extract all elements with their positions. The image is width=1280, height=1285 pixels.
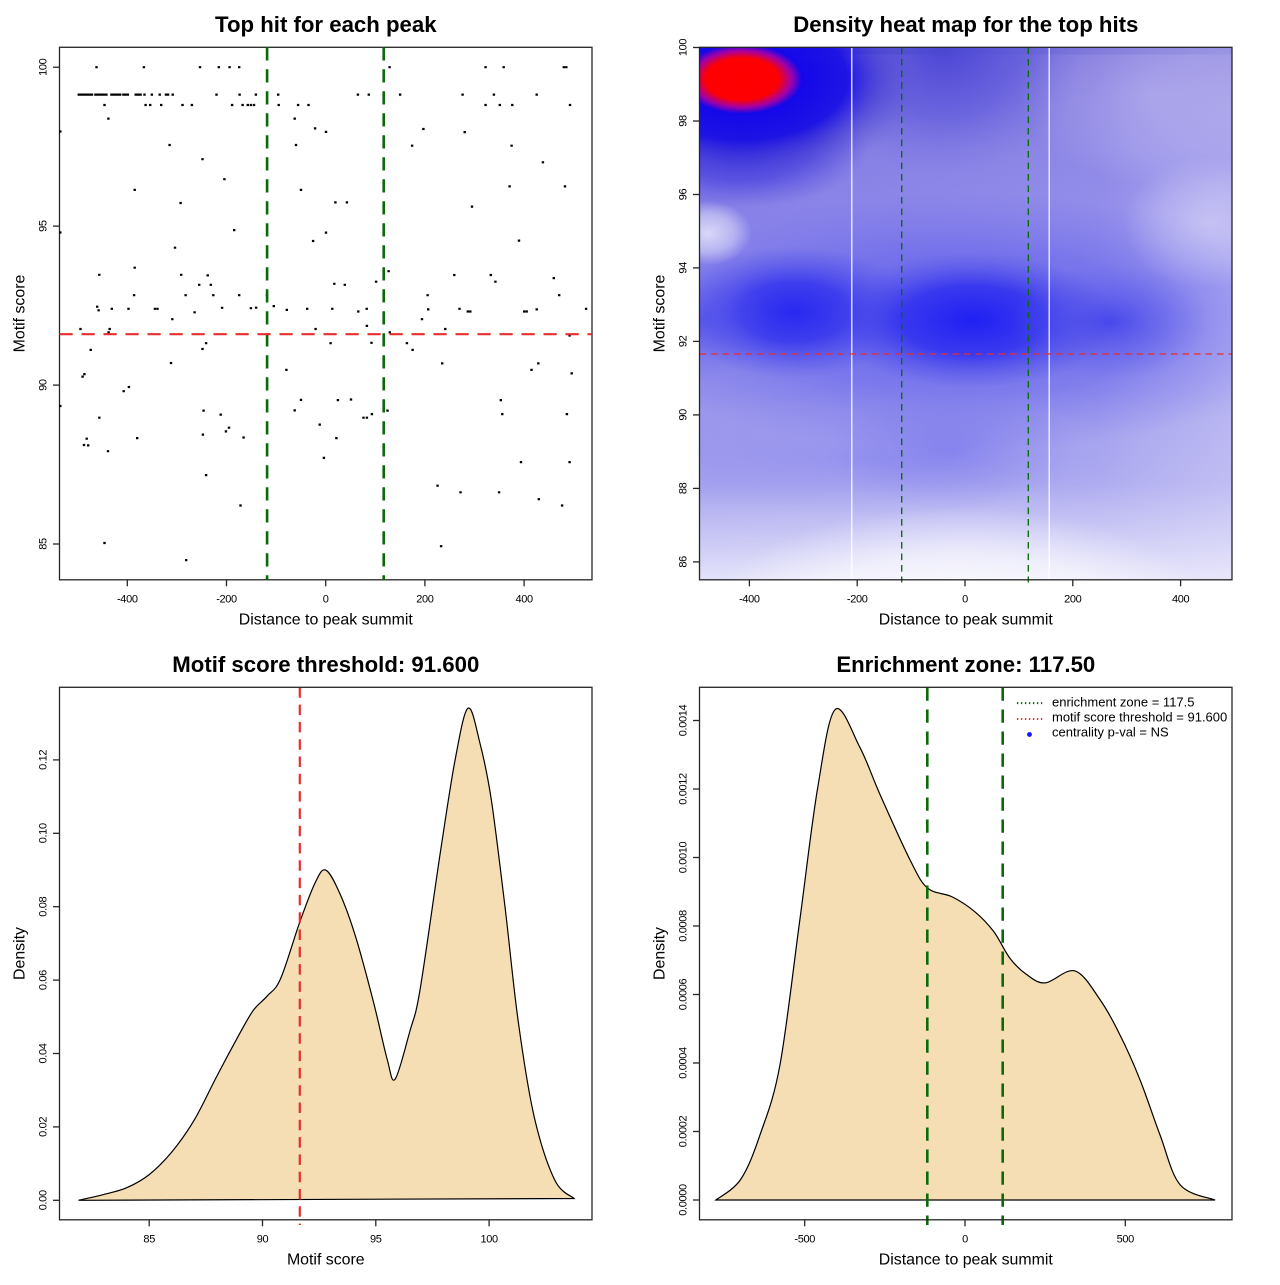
svg-text:88: 88 [677, 482, 689, 494]
svg-text:0.0008: 0.0008 [677, 910, 689, 942]
svg-text:90: 90 [257, 1234, 269, 1246]
svg-text:0.04: 0.04 [37, 1043, 49, 1063]
svg-text:100: 100 [480, 1234, 498, 1246]
svg-text:Enrichment zone: 117.50: Enrichment zone: 117.50 [836, 652, 1095, 677]
svg-text:94: 94 [677, 262, 689, 274]
svg-text:Motif score threshold: 91.600: Motif score threshold: 91.600 [172, 652, 479, 677]
svg-text:Density: Density [652, 927, 669, 980]
svg-text:100: 100 [677, 39, 689, 57]
svg-text:-200: -200 [216, 594, 237, 606]
svg-text:Motif score: Motif score [12, 274, 29, 352]
svg-text:Distance to peak summit: Distance to peak summit [879, 1252, 1054, 1269]
svg-text:90: 90 [37, 379, 49, 391]
svg-text:400: 400 [515, 594, 533, 606]
svg-text:85: 85 [143, 1234, 155, 1246]
svg-text:Top hit for each peak: Top hit for each peak [215, 12, 437, 37]
svg-text:0.12: 0.12 [37, 750, 49, 770]
svg-text:0.0006: 0.0006 [677, 978, 689, 1010]
svg-text:0.10: 0.10 [37, 823, 49, 843]
svg-text:-400: -400 [739, 594, 760, 606]
svg-text:0.08: 0.08 [37, 896, 49, 916]
svg-text:92: 92 [677, 335, 689, 347]
svg-text:90: 90 [677, 409, 689, 421]
svg-text:98: 98 [677, 115, 689, 127]
svg-text:0.0012: 0.0012 [677, 773, 689, 805]
svg-text:400: 400 [1172, 594, 1190, 606]
svg-text:0.0000: 0.0000 [677, 1184, 689, 1216]
svg-text:95: 95 [370, 1234, 382, 1246]
svg-text:0: 0 [323, 594, 329, 606]
svg-text:0.0014: 0.0014 [677, 704, 689, 736]
svg-text:Distance to peak summit: Distance to peak summit [239, 612, 414, 629]
svg-text:-400: -400 [117, 594, 138, 606]
svg-text:95: 95 [37, 220, 49, 232]
svg-text:Motif score: Motif score [287, 1252, 365, 1269]
svg-text:200: 200 [416, 594, 434, 606]
svg-text:500: 500 [1117, 1234, 1135, 1246]
svg-text:Motif score: Motif score [652, 274, 669, 352]
svg-text:0: 0 [962, 1234, 968, 1246]
svg-text:100: 100 [37, 58, 49, 76]
svg-text:200: 200 [1064, 594, 1082, 606]
svg-text:85: 85 [37, 538, 49, 550]
svg-text:86: 86 [677, 556, 689, 568]
svg-text:-200: -200 [847, 594, 868, 606]
svg-text:0.0010: 0.0010 [677, 841, 689, 873]
svg-text:0.00: 0.00 [37, 1190, 49, 1210]
svg-text:0: 0 [962, 594, 968, 606]
svg-text:96: 96 [677, 189, 689, 201]
svg-text:enrichment zone = 117.5: enrichment zone = 117.5 [1052, 694, 1195, 709]
svg-text:Distance to peak summit: Distance to peak summit [879, 612, 1054, 629]
svg-text:Density: Density [12, 927, 29, 980]
svg-text:-500: -500 [794, 1234, 815, 1246]
svg-text:Density heat map for the top h: Density heat map for the top hits [793, 12, 1138, 37]
svg-text:centrality p-val = NS: centrality p-val = NS [1052, 724, 1169, 739]
svg-text:0.02: 0.02 [37, 1117, 49, 1137]
svg-text:motif score threshold = 91.600: motif score threshold = 91.600 [1052, 709, 1227, 724]
svg-text:0.0002: 0.0002 [677, 1115, 689, 1147]
svg-text:0.0004: 0.0004 [677, 1047, 689, 1079]
svg-text:0.06: 0.06 [37, 970, 49, 990]
